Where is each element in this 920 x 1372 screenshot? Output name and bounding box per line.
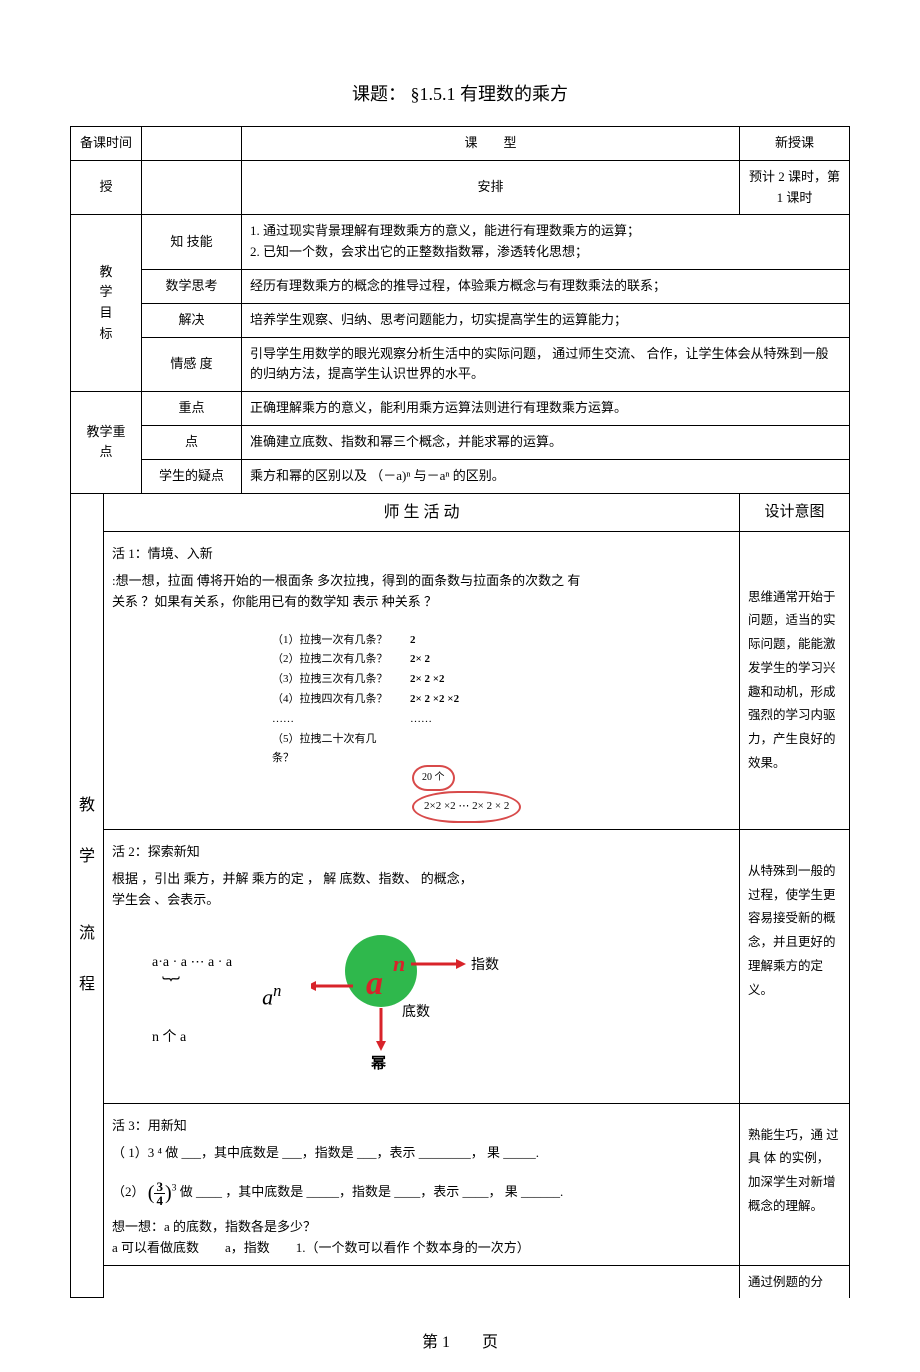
ex-a-3: 2× 2 ×2 ×2 xyxy=(410,690,459,710)
activity-header: 师 生 活 动 xyxy=(104,493,740,532)
arrowhead-power xyxy=(376,1041,386,1051)
ex-a-2: 2× 2 ×2 xyxy=(410,670,445,690)
q2-post: 做 ____ ，其中底数是 _____，指数是 ____，表示 ____， 果 … xyxy=(180,1184,564,1199)
ex-q-1: （2）拉拽二次有几条？ xyxy=(272,650,392,670)
goal-val-1: 经历有理数乘方的概念的推导过程，体验乘方概念与有理数乘法的联系； xyxy=(241,269,849,303)
act1-design: 思维通常开始于问题，适当的实际问题，能能激发学生的学习兴趣和动机，形成强烈的学习… xyxy=(740,532,850,830)
diagram-a: a xyxy=(366,965,383,1002)
teach-value xyxy=(141,160,241,215)
arrange-label: 安排 xyxy=(241,160,739,215)
arrowhead-index xyxy=(456,959,466,969)
goal-val-3: 引导学生用数学的眼光观察分析生活中的实际问题， 通过师生交流、 合作，让学生体会… xyxy=(241,337,849,392)
ex-q-5: （5）拉拽二十次有几条？ xyxy=(272,730,392,770)
brace-top: a·a · a ⋯ a · a xyxy=(152,952,232,974)
act1-body2: 关系 ？如果有关系，你能用已有的数学知 表示 种关系 ？ xyxy=(112,592,731,613)
spacer xyxy=(104,1265,740,1298)
act3-q2: （2） ( 3 4 )3 做 ____ ，其中底数是 _____，指数是 ___… xyxy=(112,1177,731,1209)
q2-exp: 3 xyxy=(172,1183,177,1194)
goal-val-0: 1. 通过现实背景理解有理数乘方的意义，能进行有理数乘方的运算； 2. 已知一个… xyxy=(241,215,849,270)
ex-a-0: 2 xyxy=(410,631,416,651)
act1-body1: :想一想，拉面 傅将开始的一根面条 多次拉拽，得到的面条数与拉面条的次数之 有 xyxy=(112,571,731,592)
page-number: 第 1 页 xyxy=(20,1328,900,1352)
q2-pre: （2） xyxy=(112,1184,145,1199)
act2-title: 活 2：探索新知 xyxy=(112,842,731,863)
class-type-label: 课 型 xyxy=(241,127,739,161)
act2-line1: 根据 ，引出 乘方，并解 乘方的定 ， 解 底数、指数、 的概念， xyxy=(112,869,731,890)
act2-line2: 学生会 、会表示。 xyxy=(112,890,731,911)
power-diagram: a n 指数 幂 xyxy=(311,916,511,1076)
goal-key-0: 知 技能 xyxy=(141,215,241,270)
act3-ans: a 可以看做底数 a，指数 1.（一个数可以看作 个数本身的一次方） xyxy=(112,1238,731,1259)
ex-q-2: （3）拉拽三次有几条？ xyxy=(272,670,392,690)
act3-design: 熟能生巧，通 过 具 体 的实例，加深学生对新增概念的理解。 xyxy=(740,1103,850,1265)
kp-val-2: 乘方和幂的区别以及 （－a)ⁿ 与－aⁿ 的区别。 xyxy=(241,459,849,493)
flow-side-label: 教学流程 xyxy=(71,493,104,1298)
q2-den: 4 xyxy=(154,1194,165,1207)
activity-3: 活 3：用新知 （ 1）3 ⁴ 做 ___，其中底数是 ___，指数是 ___，… xyxy=(104,1103,740,1265)
goal-key-2: 解决 xyxy=(141,303,241,337)
kp-key-0: 重点 xyxy=(141,392,241,426)
kp-key-1: 点 xyxy=(141,425,241,459)
act3-title: 活 3：用新知 xyxy=(112,1116,731,1137)
diagram-n: n xyxy=(393,951,405,976)
kp-key-2: 学生的疑点 xyxy=(141,459,241,493)
lesson-plan-table: 备课时间 课 型 新授课 授 安排 预计 2 课时，第 1 课时 教学目标 知 … xyxy=(70,126,850,1298)
label-power: 幂 xyxy=(370,1055,387,1072)
ex-q-4: …… xyxy=(272,710,392,730)
act3-think: 想一想：a 的底数，指数各是多少？ xyxy=(112,1217,731,1238)
ex-q-3: （4）拉拽四次有几条？ xyxy=(272,690,392,710)
an-symbol: an xyxy=(262,978,281,1015)
brace-bottom: n 个 a xyxy=(152,1027,232,1049)
kp-val-1: 准确建立底数、指数和幂三个概念，并能求幂的运算。 xyxy=(241,425,849,459)
teach-label: 授 xyxy=(71,160,142,215)
act3-q1: （ 1）3 ⁴ 做 ___，其中底数是 ___，指数是 ___，表示 _____… xyxy=(112,1143,731,1164)
class-type-value: 新授课 xyxy=(740,127,850,161)
twenty-expr: 2×2 ×2 ⋯ 2× 2 × 2 xyxy=(412,791,521,823)
ex-q-0: （1）拉拽一次有几条？ xyxy=(272,631,392,651)
act3-design2: 通过例题的分 xyxy=(740,1265,850,1298)
goal-val-2: 培养学生观察、归纳、思考问题能力，切实提高学生的运算能力； xyxy=(241,303,849,337)
goal-key-1: 数学思考 xyxy=(141,269,241,303)
prep-time-value xyxy=(141,127,241,161)
page-title: 课题： §1.5.1 有理数的乘方 xyxy=(20,80,900,106)
design-header: 设计意图 xyxy=(740,493,850,532)
twenty-label: 20 个 xyxy=(412,765,455,791)
act1-title: 活 1：情境、入新 xyxy=(112,544,731,565)
brace-notation: a·a · a ⋯ a · a ︸ n 个 a xyxy=(112,944,232,1050)
act1-examples: （1）拉拽一次有几条？ 2 （2）拉拽二次有几条？ 2× 2 （3）拉拽三次有几条？… xyxy=(272,631,731,823)
goal-key-3: 情感 度 xyxy=(141,337,241,392)
goals-section-label: 教学目标 xyxy=(71,215,142,392)
activity-2: 活 2：探索新知 根据 ，引出 乘方，并解 乘方的定 ， 解 底数、指数、 的概… xyxy=(104,829,740,1103)
arrange-value: 预计 2 课时，第 1 课时 xyxy=(740,160,850,215)
act2-design: 从特殊到一般的过程，使学生更容易接受新的概念，并且更好的理解乘方的定义。 xyxy=(740,829,850,1103)
brace-icon: ︸ xyxy=(162,972,232,1001)
prep-time-label: 备课时间 xyxy=(71,127,142,161)
label-index: 指数 xyxy=(471,957,499,973)
arrowhead-base xyxy=(311,981,316,991)
ex-a-1: 2× 2 xyxy=(410,650,430,670)
ex-a-4: …… xyxy=(410,710,432,730)
activity-1: 活 1：情境、入新 :想一想，拉面 傅将开始的一根面条 多次拉拽，得到的面条数与… xyxy=(104,532,740,830)
kp-val-0: 正确理解乘方的意义，能利用乘方运算法则进行有理数乘方运算。 xyxy=(241,392,849,426)
keypoint-section-label: 教学重 点 xyxy=(71,392,142,493)
q2-num: 3 xyxy=(154,1180,165,1194)
